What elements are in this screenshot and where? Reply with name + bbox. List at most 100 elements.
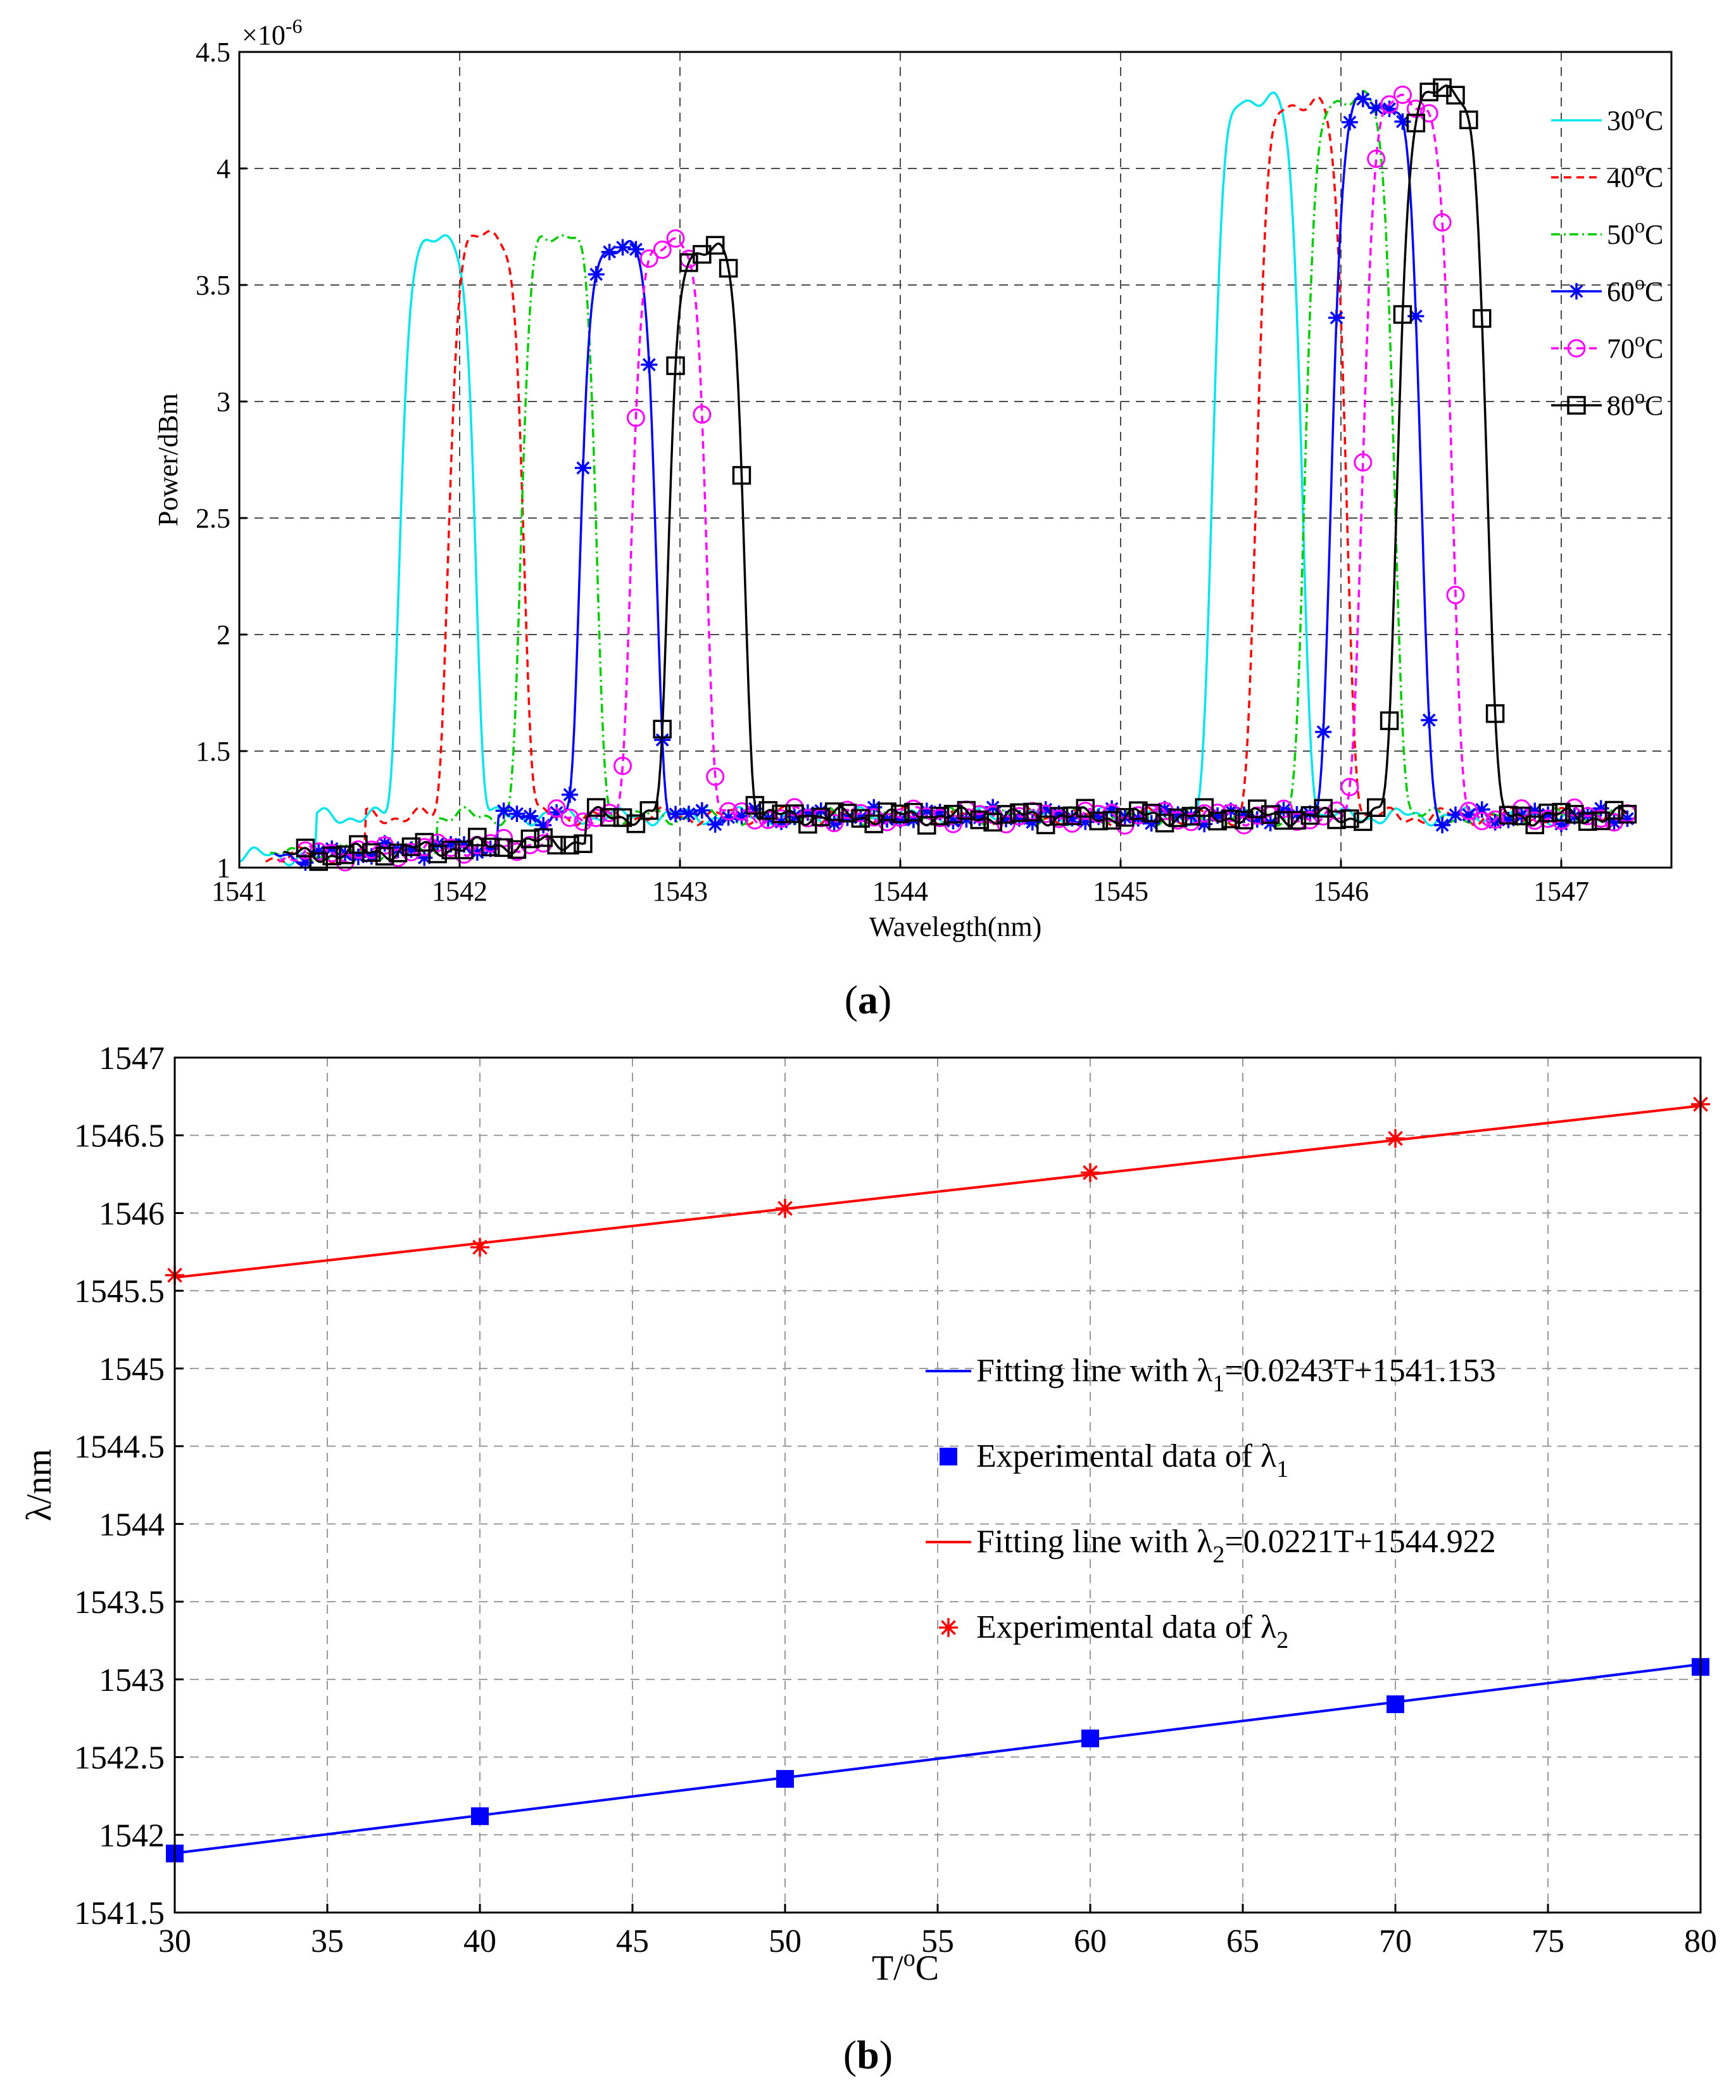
panel-a-legend-sup-0: o [1635,100,1645,123]
panel-a-marker-60-22 [588,266,605,283]
panel-a-marker-60-71 [1235,806,1252,823]
panel-a-marker-60-91 [1500,811,1517,828]
panel-a-legend-value-2: 50 [1607,219,1635,250]
panel-a-x-ticks: 1541 1542 1543 1544 1545 1546 1547 [211,860,1589,907]
panel-a-marker-80-62 [1116,807,1135,827]
panel-b-y-tick-label-7: 1545 [99,1351,165,1388]
panel-a-y-tick-label-3: 2.5 [196,503,230,534]
panel-a-marker-80-98 [1591,811,1611,830]
panel-a-marker-80-50 [957,800,976,820]
panel-b-point-1-4 [1387,1695,1404,1714]
panel-a-marker-60-74 [1275,802,1292,819]
panel-b-point-3-2 [776,1199,795,1218]
panel-a-marker-70-31 [706,767,725,786]
panel-a-marker-80-7 [388,844,408,863]
panel-b-x-tick-label-3: 45 [616,1923,649,1959]
panel-a-marker-80-25 [626,814,646,833]
panel-a-y-tick-label-0: 1 [217,852,230,883]
panel-a-marker-80-70 [1221,809,1240,828]
panel-a-marker-60-100 [1619,810,1636,827]
panel-a-marker-60-88 [1460,806,1477,823]
panel-a-marker-60-49 [945,813,962,830]
panel-a-marker-60-33 [733,807,750,825]
panel-a-marker-80-68 [1195,798,1214,817]
panel-a-marker-60-18 [535,817,552,834]
panel-a-marker-80-20 [560,835,579,855]
panel-a-marker-80-16 [507,840,527,859]
panel-b-fit-line-2 [174,1104,1701,1279]
panel-a-marker-70-30 [693,405,712,424]
panel-b-x-ticks: 30 35 40 45 50 55 60 65 70 75 80 [158,1904,1717,1959]
panel-b-caption-letter: b [857,2032,879,2077]
panel-b-point-3-3 [1081,1163,1100,1182]
panel-a-marker-60-84 [1407,308,1425,325]
panel-a-marker-60-66 [1169,806,1186,823]
panel-a-marker-80-35 [758,801,777,820]
panel-a-marker-80-78 [1327,810,1346,830]
panel-a-marker-80-31 [705,236,725,255]
panel-b-legend-text-1: Experimental data of λ [976,1438,1276,1474]
panel-a-marker-80-51 [970,810,990,830]
panel-a-marker-60-45 [892,811,909,828]
panel-a-marker-80-73 [1261,805,1280,824]
panel-a-caption-letter: a [858,977,878,1022]
panel-a-legend-unit-1: C [1645,162,1663,193]
panel-b-point-3-1 [470,1237,489,1257]
panel-b-y-tick-label-6: 1544.5 [74,1429,165,1465]
panel-a-marker-70-28 [666,229,685,248]
panel-a-marker-60-30 [693,802,710,819]
panel-b-legend: Fitting line with λ1=0.0243T+1541.153Exp… [926,1353,1496,1654]
panel-a-marker-80-54 [1010,803,1029,822]
panel-a-marker-80-61 [1102,811,1121,830]
panel-b-y-tick-label-0: 1541.5 [74,1895,165,1932]
panel-a-legend-value-3: 60 [1607,276,1635,307]
panel-a-marker-80-90 [1485,704,1505,723]
panel-a-marker-80-55 [1023,802,1042,822]
panel-b-x-tick-label-7: 65 [1226,1923,1259,1959]
panel-a-y-exponent-power: -6 [286,15,303,37]
panel-a-marker-80-43 [864,814,883,833]
panel-b-point-1-2 [776,1769,794,1788]
panel-b-y-tick-label-9: 1546 [99,1196,165,1232]
panel-b-legend-label-1: Experimental data of λ1 [976,1438,1288,1483]
panel-a-marker-70-86 [1433,213,1452,232]
panel-a-marker-60-58 [1064,810,1081,827]
panel-a-series-50C [270,89,1626,863]
panel-a-marker-60-5 [363,848,380,865]
panel-a-x-tick-label-1: 1542 [432,876,487,907]
panel-a-marker-60-23 [601,243,618,260]
panel-a-marker-80-37 [785,804,804,823]
panel-b-legend-sub-1: 1 [1276,1456,1288,1483]
panel-a-marker-80-77 [1314,799,1333,818]
panel-a-y-tick-label-5: 3.5 [196,270,230,301]
panel-a-line-80C [283,84,1628,863]
panel-a-y-axis-title: Power/dBm [153,393,184,526]
panel-a-legend-value-0: 30 [1607,105,1635,136]
panel-a-marker-80-87 [1446,85,1465,105]
panel-b-y-tick-label-3: 1543 [99,1662,165,1698]
panel-a-marker-80-80 [1354,812,1373,832]
panel-a-marker-80-1 [309,852,329,871]
panel-a-y-tick-label-6: 4 [217,153,230,184]
panel-b-x-tick-label-9: 75 [1532,1923,1564,1959]
panel-a-marker-60-28 [667,806,684,823]
panel-a-marker-60-78 [1328,309,1345,326]
panel-a-legend-unit-0: C [1645,105,1663,136]
panel-b-x-tick-label-5: 55 [921,1923,954,1959]
panel-a-y-tick-label-4: 3 [217,386,230,417]
panel-a-marker-70-26 [639,249,658,268]
panel-a-y-tick-label-7: 4.5 [196,37,230,68]
panel-a-marker-60-55 [1024,814,1041,831]
panel-a-marker-80-89 [1472,309,1492,328]
panel-a-marker-80-64 [1142,804,1161,823]
panel-a-legend-label-3: 60oC [1607,271,1663,307]
panel-a-marker-70-87 [1446,585,1465,604]
panel-a-series-80C [283,78,1637,871]
panel-a-marker-80-28 [666,356,685,376]
panel-b-point-3-4 [1386,1129,1405,1148]
panel-a-series [239,78,1637,872]
panel-a-marker-80-75 [1287,811,1307,830]
panel-b-legend-sub-3: 2 [1276,1627,1288,1654]
panel-a-marker-60-16 [508,805,525,822]
panel-a-marker-60-38 [799,804,816,821]
